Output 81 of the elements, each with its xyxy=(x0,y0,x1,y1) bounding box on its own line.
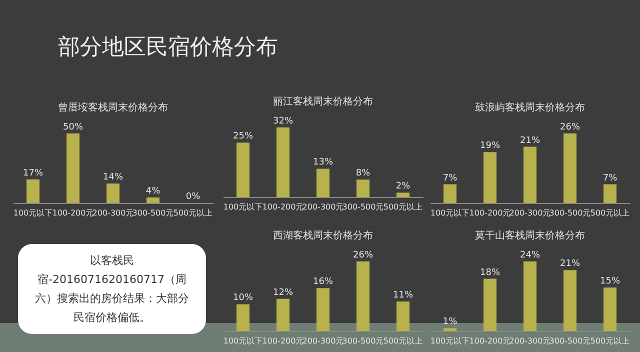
x-tick-label: 100元以下 xyxy=(223,336,263,346)
text: 以客栈民宿-2016071620160717（周六）搜索出的房价结果：大部分民宿价格偏低。 xyxy=(18,244,206,334)
data-label: 0% xyxy=(186,192,201,202)
bar xyxy=(484,278,496,331)
data-label: 13% xyxy=(312,158,334,168)
bar xyxy=(396,192,410,197)
x-tick-label: 500元以上 xyxy=(383,202,423,212)
data-label: 18% xyxy=(480,268,500,278)
bar xyxy=(444,328,456,331)
x-tick-label: 100-200元 xyxy=(469,336,511,346)
bar xyxy=(316,168,330,197)
chart-title: 鼓浪屿客栈周末价格分布 xyxy=(475,101,585,114)
bar xyxy=(106,184,120,203)
x-tick-label: 100-200元 xyxy=(262,336,304,346)
bar xyxy=(604,287,616,331)
x-tick-label: 300-500元 xyxy=(549,336,591,346)
data-label: 7% xyxy=(442,173,458,184)
x-tick-label: 500元以上 xyxy=(590,208,630,218)
x-tick-label: 200-300元 xyxy=(509,208,551,218)
bar xyxy=(356,261,370,331)
bar xyxy=(66,133,80,203)
chart-title: 曾厝垵客栈周末价格分布 xyxy=(58,101,168,114)
data-label: 8% xyxy=(356,168,371,179)
bar xyxy=(396,302,410,331)
bar xyxy=(524,146,536,203)
data-label: 25% xyxy=(232,132,254,142)
x-tick-label: 500元以上 xyxy=(590,336,630,346)
x-tick-label: 200-300元 xyxy=(302,336,344,346)
data-label: 10% xyxy=(232,293,254,304)
bar xyxy=(236,304,250,331)
bar xyxy=(604,184,616,203)
data-label: 2% xyxy=(396,182,411,192)
data-label: 21% xyxy=(560,259,580,270)
data-label: 50% xyxy=(62,122,84,132)
data-label: 24% xyxy=(520,250,540,260)
bar xyxy=(276,298,290,331)
data-label: 15% xyxy=(600,276,620,286)
x-tick-label: 300-500元 xyxy=(342,336,384,346)
bar xyxy=(484,152,496,203)
bar xyxy=(564,133,576,203)
bar xyxy=(146,197,160,203)
data-label: 11% xyxy=(392,290,414,301)
data-label: 26% xyxy=(560,122,580,132)
bar xyxy=(444,184,456,203)
x-tick-label: 200-300元 xyxy=(509,336,551,346)
bar xyxy=(236,142,250,197)
data-label: 26% xyxy=(352,250,374,260)
data-label: 12% xyxy=(272,288,294,298)
x-tick-label: 300-500元 xyxy=(132,208,174,218)
chart-title: 莫干山客栈周末价格分布 xyxy=(475,229,585,242)
x-tick-label: 200-300元 xyxy=(302,202,344,212)
bar xyxy=(524,261,536,331)
data-label: 19% xyxy=(480,141,500,152)
x-tick-label: 500元以上 xyxy=(383,336,423,346)
data-label: 16% xyxy=(312,277,334,288)
data-label: 17% xyxy=(22,168,44,178)
x-tick-label: 100-200元 xyxy=(469,208,511,218)
x-tick-label: 100元以下 xyxy=(13,208,53,218)
text: 部分地区民宿价格分布 xyxy=(58,34,278,62)
x-tick-label: 300-500元 xyxy=(549,208,591,218)
x-tick-label: 100元以下 xyxy=(430,208,470,218)
bar xyxy=(26,179,40,203)
x-tick-label: 100-200元 xyxy=(52,208,94,218)
x-tick-label: 200-300元 xyxy=(92,208,134,218)
data-label: 4% xyxy=(146,186,161,196)
x-tick-label: 500元以上 xyxy=(173,208,213,218)
x-tick-label: 300-500元 xyxy=(342,202,384,212)
chart-title: 西湖客栈周末价格分布 xyxy=(273,229,373,242)
bar xyxy=(276,127,290,197)
bar xyxy=(356,180,370,197)
bar xyxy=(564,270,576,331)
data-label: 21% xyxy=(520,136,540,146)
x-tick-label: 100元以下 xyxy=(223,202,263,212)
bar xyxy=(316,288,330,331)
data-label: 7% xyxy=(602,173,618,184)
data-label: 14% xyxy=(102,172,124,182)
data-label: 1% xyxy=(442,317,458,328)
chart-title: 丽江客栈周末价格分布 xyxy=(273,95,373,108)
data-label: 32% xyxy=(272,116,294,126)
x-tick-label: 100元以下 xyxy=(430,336,470,346)
x-tick-label: 100-200元 xyxy=(262,202,304,212)
